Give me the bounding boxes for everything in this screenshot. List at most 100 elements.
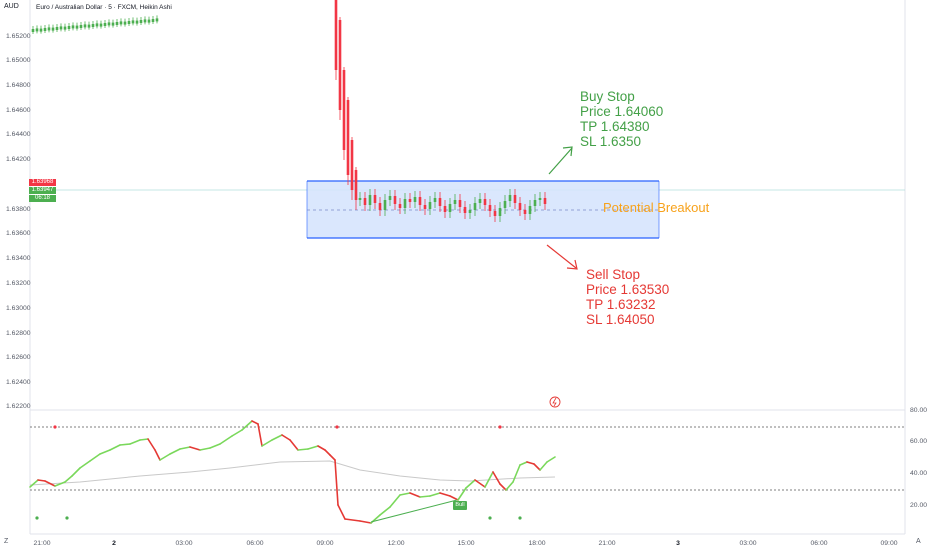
ind-segment bbox=[71, 467, 81, 477]
ind-segment bbox=[512, 464, 521, 483]
ind-segment bbox=[419, 495, 431, 498]
ind-segment bbox=[199, 447, 211, 451]
symbol-title[interactable]: Euro / Australian Dollar · 5 · FXCM, Hei… bbox=[36, 4, 172, 11]
ind-tick: 80.00 bbox=[910, 407, 928, 414]
bull-divergence-line bbox=[370, 499, 458, 523]
ind-segment bbox=[519, 461, 528, 466]
candle bbox=[79, 25, 83, 28]
ind-segment bbox=[429, 492, 441, 497]
buy-stop-annotation[interactable]: Buy Stop Price 1.64060 TP 1.64380 SL 1.6… bbox=[580, 89, 663, 149]
candle bbox=[55, 27, 59, 30]
candle bbox=[473, 203, 477, 210]
potential-breakout-label[interactable]: Potential Breakout bbox=[603, 200, 710, 215]
ind-segment bbox=[109, 444, 121, 451]
ind-segment bbox=[334, 459, 339, 506]
candle bbox=[338, 20, 342, 110]
ind-segment bbox=[271, 434, 283, 441]
ind-segment bbox=[337, 504, 346, 520]
ind-segment bbox=[281, 434, 291, 441]
candle bbox=[103, 23, 107, 26]
candle bbox=[63, 26, 67, 30]
ind-tick: 40.00 bbox=[910, 470, 928, 477]
sell-arrow-icon bbox=[546, 244, 578, 270]
candle bbox=[151, 19, 155, 22]
candle bbox=[368, 195, 372, 205]
flash-icon[interactable] bbox=[549, 396, 561, 408]
candle bbox=[543, 198, 547, 204]
ind-segment bbox=[317, 445, 326, 451]
ind-segment bbox=[484, 471, 494, 488]
ind-segment bbox=[99, 449, 111, 455]
time-tick: 18:00 bbox=[528, 540, 546, 547]
candle bbox=[363, 198, 367, 205]
candle bbox=[503, 201, 507, 208]
price-tick: 1.64400 bbox=[6, 131, 31, 138]
zoom-button[interactable]: Z bbox=[4, 538, 9, 545]
ind-segment bbox=[189, 446, 201, 451]
candle bbox=[538, 198, 542, 200]
candle bbox=[383, 200, 387, 210]
ind-segment bbox=[257, 423, 263, 447]
candle bbox=[43, 28, 47, 31]
candle bbox=[334, 0, 338, 70]
sell-stop-annotation[interactable]: Sell Stop Price 1.63530 TP 1.63232 SL 1.… bbox=[586, 267, 669, 327]
candle bbox=[91, 24, 95, 27]
ind-segment bbox=[379, 506, 391, 516]
ind-tick: 20.00 bbox=[910, 502, 928, 509]
time-tick: 12:00 bbox=[387, 540, 405, 547]
candle bbox=[35, 28, 39, 32]
price-tick: 1.62400 bbox=[6, 379, 31, 386]
ind-segment bbox=[399, 492, 411, 496]
candle bbox=[513, 195, 517, 203]
ind-segment bbox=[169, 448, 181, 455]
ind-segment bbox=[29, 479, 39, 488]
candle bbox=[443, 206, 447, 212]
candle bbox=[47, 27, 51, 31]
price-tick: 1.63800 bbox=[6, 206, 31, 213]
candle bbox=[398, 204, 402, 208]
time-tick: 21:00 bbox=[33, 540, 51, 547]
time-tick: 3 bbox=[676, 540, 680, 547]
candle bbox=[423, 205, 427, 209]
candle bbox=[458, 200, 462, 207]
candle bbox=[147, 19, 151, 23]
ind-segment bbox=[79, 460, 91, 469]
ind-segment bbox=[439, 492, 451, 497]
bull-badge: Bull bbox=[453, 501, 467, 510]
buy-stop-line: Buy Stop bbox=[580, 89, 635, 104]
ind-segment bbox=[289, 439, 299, 451]
candle bbox=[373, 195, 377, 203]
candle bbox=[119, 21, 123, 25]
buy-stop-line: TP 1.64380 bbox=[580, 119, 650, 134]
candle bbox=[493, 211, 497, 216]
ind-segment bbox=[546, 456, 556, 463]
candle bbox=[488, 205, 492, 211]
candle bbox=[346, 100, 350, 175]
ind-dot bbox=[65, 516, 69, 520]
ind-segment bbox=[344, 518, 361, 522]
ind-segment bbox=[129, 439, 141, 445]
ind-segment bbox=[119, 443, 131, 446]
candle bbox=[135, 20, 139, 24]
ind-segment bbox=[54, 481, 66, 487]
candle bbox=[358, 198, 362, 200]
ind-segment bbox=[44, 480, 56, 487]
ind-segment bbox=[159, 453, 171, 461]
ind-segment bbox=[526, 461, 535, 465]
candle bbox=[438, 198, 442, 206]
ind-segment bbox=[457, 487, 467, 501]
ind-segment bbox=[219, 435, 233, 445]
ind-dot bbox=[35, 516, 39, 520]
ind-segment bbox=[251, 420, 259, 425]
candle bbox=[448, 204, 452, 212]
auto-scale-button[interactable]: A bbox=[916, 538, 921, 545]
candle bbox=[39, 28, 43, 32]
candle bbox=[433, 198, 437, 202]
candle bbox=[95, 23, 99, 27]
ind-segment bbox=[449, 495, 459, 501]
time-tick: 09:00 bbox=[316, 540, 334, 547]
candle bbox=[155, 18, 159, 22]
ind-segment bbox=[474, 479, 486, 488]
